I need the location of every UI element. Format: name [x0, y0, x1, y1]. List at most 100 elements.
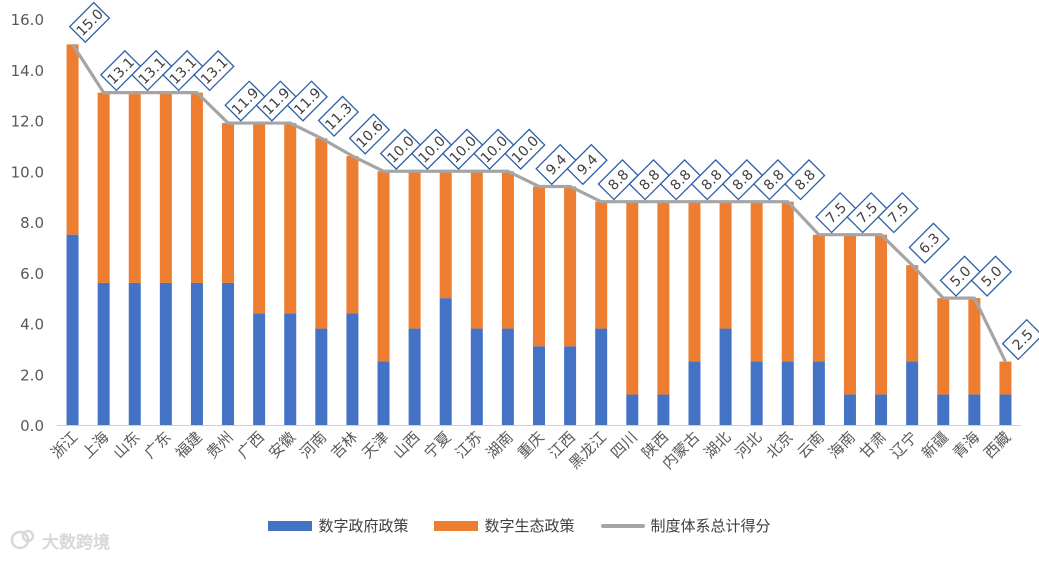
- y-axis-ticks: 0.0 2.0 4.0 6.0 8.0 10.0 12.0 14.0 16.0: [11, 11, 44, 435]
- y-tick-label: 2.0: [20, 366, 44, 384]
- data-label-box: [597, 158, 639, 201]
- bar-gov-policy: [284, 313, 297, 425]
- bar-gov-policy: [719, 328, 732, 425]
- bar-gov-policy: [439, 298, 452, 425]
- bar-gov-policy: [626, 394, 639, 425]
- bar-gov-policy: [377, 361, 390, 425]
- legend-label-eco-policy: 数字生态政策: [484, 517, 575, 535]
- legend-label-gov-policy: 数字政府政策: [318, 517, 409, 535]
- bar-gov-policy: [843, 394, 856, 425]
- bar-gov-policy: [159, 282, 172, 425]
- x-category-label: 上海: [79, 428, 113, 462]
- bar-eco-policy: [906, 265, 919, 362]
- bar-gov-policy: [906, 361, 919, 425]
- data-label-box: [628, 158, 671, 201]
- x-category-label: 海南: [825, 428, 859, 462]
- x-category-label: 山东: [110, 428, 144, 462]
- bar-gov-policy: [595, 328, 608, 425]
- x-category-label: 广西: [234, 428, 268, 462]
- data-label: 10.0: [441, 128, 484, 170]
- bar-eco-policy: [875, 234, 888, 395]
- x-category-label: 四川: [607, 428, 641, 462]
- x-category-label: 宁夏: [421, 428, 455, 462]
- bar-eco-policy: [128, 92, 141, 283]
- bar-gov-policy: [564, 346, 577, 425]
- bar-gov-policy: [190, 282, 203, 425]
- data-label: 11.9: [224, 80, 266, 122]
- x-category-label: 安徽: [265, 428, 299, 462]
- data-label-box: [379, 128, 422, 170]
- chart-plot: 0.02.04.06.08.010.012.014.016.0 15.013.11…: [11, 1, 1039, 473]
- x-category-label: 天津: [358, 428, 392, 462]
- data-label: 9.4: [535, 143, 577, 186]
- bar-gov-policy: [222, 282, 235, 425]
- data-label: 10.0: [379, 128, 422, 170]
- data-labels: 15.013.113.113.113.111.911.911.911.310.6…: [68, 1, 1039, 361]
- x-axis-categories: 浙江上海山东广东福建贵州广西安徽河南吉林天津山西宁夏江苏湖南重庆江西黑龙江四川陕…: [47, 428, 1014, 473]
- bar-eco-policy: [626, 201, 639, 395]
- data-label: 5.0: [939, 255, 981, 297]
- x-category-label: 河北: [732, 428, 766, 462]
- x-category-label: 重庆: [514, 428, 548, 462]
- bar-eco-policy: [750, 201, 763, 362]
- bar-eco-policy: [66, 44, 79, 235]
- bar-gov-policy: [781, 361, 794, 425]
- bar-gov-policy: [657, 394, 670, 425]
- data-label-box: [939, 255, 981, 297]
- total-score-line: [71, 43, 1007, 363]
- data-label-box: [131, 49, 173, 92]
- x-category-label: 山西: [389, 428, 423, 462]
- data-label: 8.8: [784, 158, 826, 201]
- bar-eco-policy: [564, 186, 577, 347]
- chat-bubble-logo-icon: [10, 529, 35, 550]
- bar-eco-policy: [937, 298, 950, 395]
- data-label: 8.8: [721, 158, 764, 201]
- data-label-box: [99, 49, 142, 92]
- bar-eco-policy: [719, 201, 732, 329]
- bar-gov-policy: [875, 394, 888, 425]
- x-category-label: 北京: [763, 428, 797, 462]
- x-category-label: 河南: [296, 428, 330, 462]
- legend-item-gov-policy: 数字政府政策: [268, 515, 408, 536]
- data-label: 5.0: [970, 255, 1013, 297]
- bar-gov-policy: [533, 346, 545, 425]
- data-label-box: [908, 222, 950, 264]
- data-label-box: [193, 49, 235, 92]
- data-label-box: [162, 49, 204, 92]
- y-tick-label: 14.0: [11, 62, 44, 80]
- bar-gov-policy: [937, 394, 950, 425]
- bar-eco-policy: [657, 201, 670, 395]
- y-tick-label: 0.0: [20, 417, 44, 435]
- x-category-label: 西藏: [980, 428, 1014, 462]
- bar-eco-policy: [968, 298, 981, 395]
- bar-gov-policy: [253, 313, 266, 425]
- data-label-box: [752, 158, 795, 201]
- data-label-box: [473, 128, 515, 170]
- x-category-label: 吉林: [327, 428, 361, 462]
- data-label: 10.0: [410, 128, 453, 170]
- data-label-box: [784, 158, 826, 201]
- bar-eco-policy: [97, 92, 110, 283]
- bar-gov-policy: [999, 394, 1012, 425]
- bar-eco-policy: [439, 171, 452, 299]
- bar-eco-policy: [812, 234, 825, 362]
- data-label: 6.3: [908, 222, 950, 264]
- data-label-box: [721, 158, 764, 201]
- data-label: 11.3: [317, 95, 360, 137]
- data-label: 10.0: [473, 128, 515, 170]
- x-category-label: 贵州: [203, 428, 237, 462]
- data-label-box: [877, 191, 919, 234]
- y-tick-label: 10.0: [11, 163, 44, 181]
- legend-swatch-total-score: [600, 523, 645, 528]
- data-label-box: [504, 128, 546, 170]
- data-label-box: [224, 80, 266, 122]
- bar-eco-policy: [408, 171, 421, 329]
- data-label: 10.0: [504, 128, 546, 170]
- bar-eco-policy: [470, 171, 483, 329]
- bar-gov-policy: [97, 282, 110, 425]
- data-label: 8.8: [752, 158, 795, 201]
- data-label-box: [317, 95, 360, 137]
- bar-gov-policy: [470, 328, 483, 425]
- y-tick-label: 16.0: [11, 11, 44, 29]
- data-label-box: [690, 158, 733, 201]
